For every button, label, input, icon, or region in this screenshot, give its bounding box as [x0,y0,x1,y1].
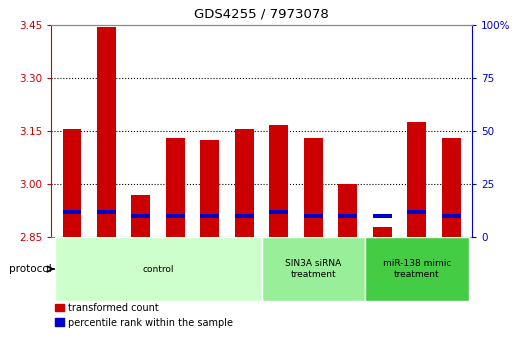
Bar [442,214,461,218]
Bar [97,210,116,214]
Bar [304,214,323,218]
Bar [235,129,254,237]
Bar [407,122,426,237]
Bar [269,210,288,214]
Legend: transformed count, percentile rank within the sample: transformed count, percentile rank withi… [51,299,236,331]
Bar [63,129,82,237]
Bar [55,237,262,301]
Text: SIN3A siRNA
treatment: SIN3A siRNA treatment [285,259,342,279]
Bar [304,138,323,237]
Bar [373,214,392,218]
Bar [235,214,254,218]
Bar [365,237,468,301]
Bar [166,138,185,237]
Bar [262,237,365,301]
Bar [63,210,82,214]
Bar [339,214,358,218]
Bar [201,214,220,218]
Text: miR-138 mimic
treatment: miR-138 mimic treatment [383,259,451,279]
Bar [269,125,288,237]
Text: protocol: protocol [9,264,52,274]
Bar [407,210,426,214]
Bar [131,195,150,237]
Bar [201,140,220,237]
Bar [442,138,461,237]
Text: control: control [143,264,174,274]
Bar [97,27,116,237]
Bar [131,214,150,218]
Title: GDS4255 / 7973078: GDS4255 / 7973078 [194,8,329,21]
Bar [373,227,392,237]
Bar [166,214,185,218]
Bar [339,184,358,237]
